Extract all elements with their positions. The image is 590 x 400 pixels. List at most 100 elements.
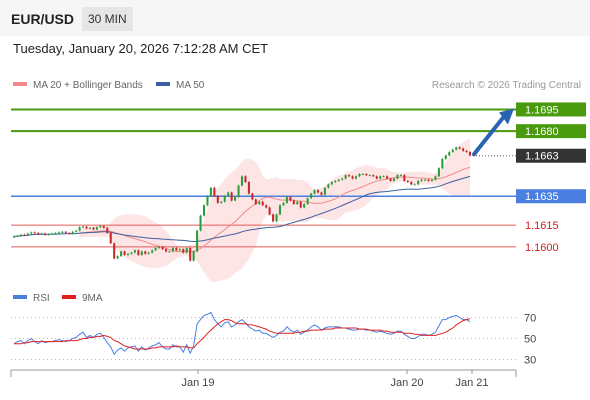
candle (178, 248, 181, 252)
candle-body (375, 176, 378, 179)
candle (137, 249, 140, 256)
candle-body (151, 250, 154, 253)
candle-body (113, 243, 116, 259)
candle-body (140, 251, 143, 255)
candle-body (344, 175, 347, 179)
candle-body (427, 179, 430, 181)
candle-body (303, 204, 306, 208)
candle-body (396, 175, 399, 179)
legend-9ma-label: 9MA (82, 293, 103, 304)
candle (392, 177, 396, 182)
candle (78, 226, 81, 232)
candle (161, 245, 164, 251)
bollinger-band (79, 138, 470, 282)
candle-body (133, 250, 136, 253)
candle (158, 245, 161, 249)
ma50-swatch (156, 82, 170, 87)
candle (258, 200, 261, 205)
candle (227, 191, 230, 197)
legend-ma20-label: MA 20 + Bollinger Bands (33, 80, 143, 91)
candle-body (82, 226, 85, 228)
candle-body (64, 231, 67, 233)
candle-body (192, 251, 195, 261)
candle-body (240, 176, 244, 186)
current-price-label: 1.1663 (525, 151, 559, 163)
candle (171, 247, 174, 253)
candle-body (420, 179, 423, 181)
resistance-label-1: 1.1680 (525, 126, 559, 138)
candle (47, 233, 50, 236)
candle (240, 175, 244, 187)
candle-body (465, 150, 468, 152)
candle-body (268, 207, 271, 215)
support-label: 1.1635 (525, 191, 559, 203)
candle (234, 196, 237, 202)
candle-body (189, 248, 192, 261)
candle-body (358, 173, 361, 177)
ma50-line (13, 175, 471, 243)
candle (216, 195, 219, 204)
candle-body (71, 231, 74, 234)
candle-body (182, 249, 185, 253)
candle-body (16, 235, 19, 237)
legend-ma50-label: MA 50 (176, 80, 205, 91)
candle (310, 192, 313, 200)
candle (147, 251, 150, 255)
candle-body (26, 233, 29, 236)
candle-body (320, 192, 323, 195)
candle-body (178, 249, 181, 251)
candle-body (47, 234, 50, 236)
candle-body (202, 205, 206, 216)
candle-body (102, 226, 105, 228)
legend-rsi-label: RSI (33, 293, 50, 304)
candle-body (237, 185, 240, 198)
candle-body (158, 246, 161, 249)
candle (448, 151, 451, 157)
candle-body (354, 176, 358, 179)
candle (303, 203, 306, 209)
candle-body (168, 251, 171, 253)
candle-body (296, 201, 299, 205)
candle-body (171, 248, 174, 252)
candle (50, 232, 54, 235)
candle-body (109, 232, 112, 244)
candle-body (337, 179, 340, 181)
candle (168, 250, 171, 253)
candle-body (462, 148, 465, 151)
candle-body (106, 227, 109, 233)
candle (458, 146, 461, 150)
candle (40, 232, 43, 235)
candle-body (206, 195, 209, 206)
candle (451, 148, 454, 153)
candle (123, 250, 126, 256)
candle-body (130, 252, 133, 254)
candle-body (54, 232, 57, 234)
candle (434, 175, 437, 181)
candle (348, 174, 351, 178)
candle-body (372, 175, 375, 177)
candle (202, 204, 206, 217)
candle (185, 247, 188, 254)
candle-body (341, 178, 344, 180)
candle-body (278, 205, 282, 215)
candle (261, 200, 264, 207)
candle (441, 158, 444, 170)
candle (316, 189, 320, 194)
candle (37, 232, 40, 235)
candle (354, 175, 358, 180)
candle (351, 175, 354, 180)
candle (113, 242, 116, 260)
candle-body (92, 227, 95, 230)
rsi-ma9-line (14, 318, 471, 350)
support-tag (516, 189, 586, 204)
candle (199, 214, 202, 232)
candle (102, 225, 105, 229)
candle (192, 250, 195, 262)
candle (206, 195, 209, 207)
candle-body (19, 234, 22, 236)
candle (292, 199, 295, 205)
candle-body (57, 232, 60, 234)
candle (44, 232, 47, 236)
interval-button[interactable]: 30 MIN (82, 7, 133, 31)
